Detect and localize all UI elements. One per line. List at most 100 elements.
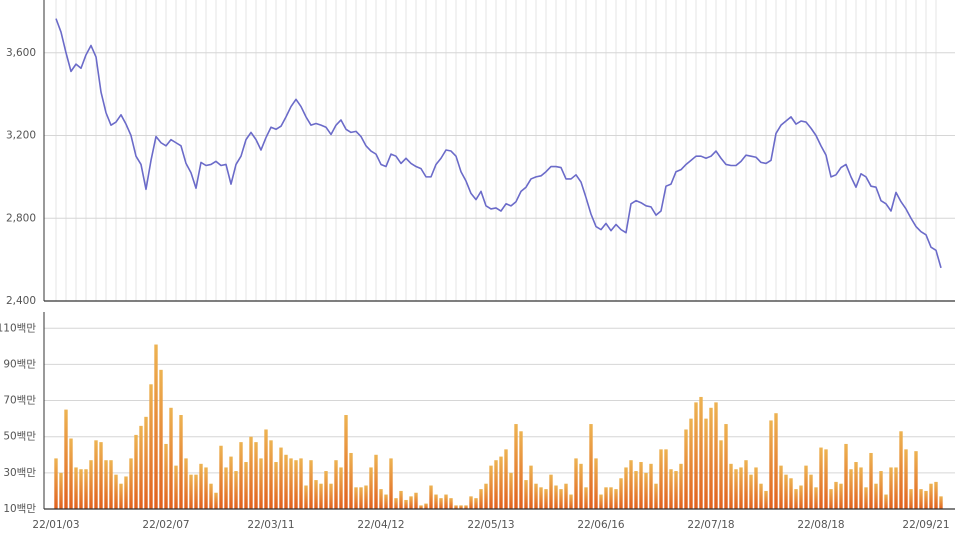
volume-bar <box>914 451 918 509</box>
volume-bar <box>644 472 648 509</box>
volume-bar <box>669 469 673 509</box>
x-tick-label: 22/08/18 <box>797 519 844 531</box>
volume-bar <box>119 483 123 509</box>
volume-bar <box>224 467 228 509</box>
volume-bar <box>334 460 338 509</box>
volume-bar <box>509 472 513 509</box>
volume-bar <box>544 489 548 509</box>
volume-bar <box>269 440 273 509</box>
volume-bar <box>354 487 358 509</box>
volume-bar <box>939 496 943 509</box>
volume-bar <box>99 442 103 509</box>
volume-bar <box>114 474 118 509</box>
volume-bar <box>364 485 368 509</box>
volume-bar <box>294 460 298 509</box>
volume-bar <box>624 467 628 509</box>
volume-bar <box>814 487 818 509</box>
volume-bar <box>164 443 168 509</box>
volume-bar <box>84 469 88 509</box>
volume-bar <box>504 449 508 509</box>
volume-bar <box>474 498 478 509</box>
volume-bar <box>499 456 503 509</box>
volume-bar <box>894 467 898 509</box>
volume-bar <box>934 481 938 509</box>
volume-bar <box>879 471 883 509</box>
volume-bar <box>104 460 108 509</box>
volume-bar <box>614 489 618 509</box>
y-tick-label: 30백만 <box>3 467 36 479</box>
volume-bar <box>289 458 293 509</box>
y-tick-label: 3,600 <box>6 47 36 59</box>
volume-bar <box>724 424 728 509</box>
volume-bar <box>199 463 203 509</box>
volume-bar <box>804 465 808 509</box>
volume-bar <box>829 489 833 509</box>
volume-bar <box>134 434 138 509</box>
volume-bar <box>434 494 438 509</box>
y-tick-label: 110백만 <box>0 322 36 334</box>
volume-bar <box>629 460 633 509</box>
y-tick-label: 2,400 <box>6 295 36 307</box>
y-tick-label: 3,200 <box>6 130 36 142</box>
volume-bar <box>444 494 448 509</box>
volume-bar <box>424 503 428 509</box>
volume-bar <box>254 442 258 509</box>
volume-bar <box>659 449 663 509</box>
volume-bar <box>219 445 223 509</box>
volume-bar <box>314 480 318 509</box>
volume-bar <box>264 429 268 509</box>
volume-bar <box>929 483 933 509</box>
volume-bar <box>79 469 83 509</box>
volume-bar <box>194 474 198 509</box>
volume-bar <box>559 489 563 509</box>
volume-bar <box>109 460 113 509</box>
volume-bar <box>789 478 793 509</box>
volume-bar <box>874 483 878 509</box>
volume-bar <box>489 465 493 509</box>
volume-bar <box>409 496 413 509</box>
volume-bar <box>484 483 488 509</box>
volume-bar <box>549 474 553 509</box>
volume-bar <box>719 440 723 509</box>
volume-bar <box>479 489 483 509</box>
volume-bar <box>774 413 778 509</box>
volume-bar <box>649 463 653 509</box>
volume-bar <box>279 447 283 509</box>
volume-bar <box>664 449 668 509</box>
volume-bar <box>709 407 713 509</box>
volume-bar <box>204 467 208 509</box>
volume-bar <box>734 469 738 509</box>
volume-bar <box>419 505 423 509</box>
volume-bar <box>694 402 698 509</box>
volume-bar <box>529 465 533 509</box>
volume-bar <box>324 471 328 509</box>
volume-bar <box>604 487 608 509</box>
x-tick-label: 22/09/21 <box>902 519 949 531</box>
volume-bar <box>884 494 888 509</box>
y-tick-label: 90백만 <box>3 358 36 370</box>
volume-bar <box>564 483 568 509</box>
volume-bar <box>454 505 458 509</box>
volume-bar <box>154 344 158 509</box>
volume-bar <box>794 489 798 509</box>
volume-bar <box>464 505 468 509</box>
volume-bar <box>129 458 133 509</box>
volume-bar <box>429 485 433 509</box>
volume-bar <box>249 436 253 509</box>
volume-bar <box>64 409 68 509</box>
volume-bar <box>369 467 373 509</box>
volume-bar <box>94 440 98 509</box>
volume-bar <box>439 498 443 509</box>
volume-bar <box>759 483 763 509</box>
volume-bar <box>924 490 928 509</box>
volume-bar <box>754 467 758 509</box>
x-tick-label: 22/04/12 <box>357 519 404 531</box>
volume-bar <box>344 415 348 509</box>
volume-bar <box>174 465 178 509</box>
volume-bar <box>149 384 153 509</box>
volume-bar <box>124 476 128 509</box>
volume-bar <box>229 456 233 509</box>
volume-bar <box>899 431 903 509</box>
volume-bar <box>699 396 703 509</box>
